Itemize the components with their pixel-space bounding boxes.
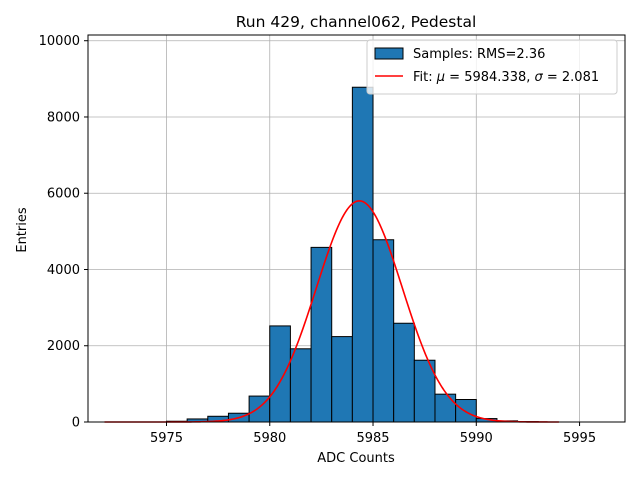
- y-axis-label: Entries: [15, 207, 30, 253]
- x-tick-label: 5995: [563, 431, 596, 446]
- x-tick-label: 5975: [150, 431, 183, 446]
- legend-box: [366, 39, 618, 95]
- axes-frame: [87, 34, 626, 423]
- x-tick-label: 5980: [253, 431, 286, 446]
- y-tick-label: 0: [72, 416, 80, 431]
- y-tick-label: 8000: [47, 110, 80, 125]
- legend: Samples: RMS=2.36 Fit: μ = 5984.338, σ =…: [366, 39, 618, 95]
- histogram-bar: [372, 239, 395, 423]
- histogram-bar: [393, 322, 415, 423]
- histogram-bar: [351, 86, 374, 423]
- x-tick-label: 5990: [460, 431, 493, 446]
- legend-label-samples: Samples: RMS=2.36: [413, 47, 545, 62]
- histogram-bar: [434, 393, 457, 423]
- x-tick-label: 5985: [356, 431, 389, 446]
- y-tick-label: 2000: [47, 339, 80, 354]
- histogram-bars: [165, 86, 539, 423]
- y-tick-label: 10000: [39, 34, 80, 49]
- legend-swatch-samples: [374, 47, 404, 60]
- histogram-bar: [331, 336, 353, 423]
- chart-title: Run 429, channel062, Pedestal: [236, 13, 477, 31]
- y-axis-ticks: 0 2000 4000 6000 8000 10000: [39, 34, 88, 431]
- y-tick-label: 4000: [47, 263, 80, 278]
- x-axis-ticks: 5975 5980 5985 5990 5995: [150, 422, 596, 446]
- histogram-bar: [455, 399, 477, 423]
- legend-label-fit: Fit: μ = 5984.338, σ = 2.081: [413, 70, 599, 85]
- x-axis-label: ADC Counts: [317, 451, 395, 466]
- histogram-bar: [289, 348, 312, 423]
- y-tick-label: 6000: [47, 187, 80, 202]
- histogram-bar: [269, 325, 291, 423]
